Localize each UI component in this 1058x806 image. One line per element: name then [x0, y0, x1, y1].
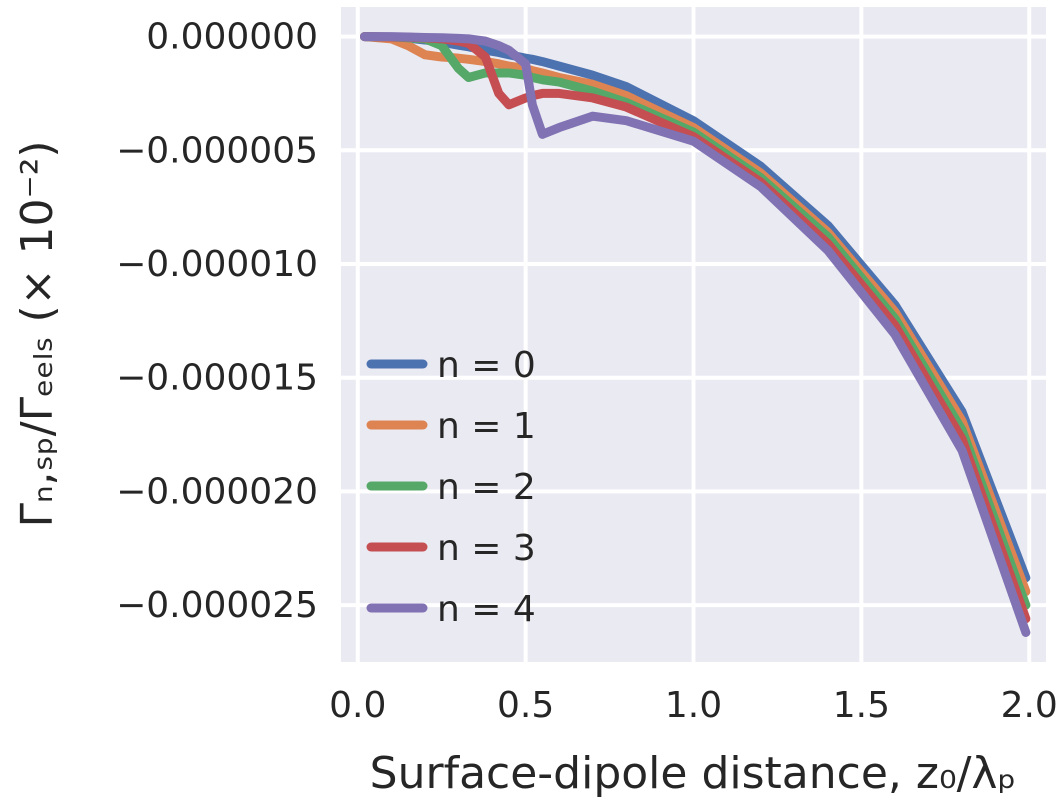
x-tick-label: 1.5	[833, 685, 890, 726]
legend-label: n = 2	[437, 467, 536, 508]
legend-label: n = 1	[437, 406, 536, 447]
legend-label: n = 0	[437, 345, 536, 386]
y-tick-label: 0.000000	[146, 17, 318, 58]
x-tick-label: 2.0	[1001, 685, 1058, 726]
x-tick-label: 1.0	[665, 685, 722, 726]
series-layer	[360, 32, 1031, 637]
legend: n = 0 n = 1 n = 2 n = 3 n = 4	[366, 345, 536, 630]
y-tick-label: −0.000015	[116, 358, 318, 399]
y-tick-label: −0.000005	[116, 130, 318, 171]
y-tick-label: −0.000010	[116, 244, 318, 285]
legend-label: n = 3	[437, 528, 536, 569]
y-tick-label: −0.000020	[116, 471, 318, 512]
series-line-n-4	[360, 32, 1031, 637]
x-axis-label: Surface-dipole distance, z₀/λₚ	[370, 748, 1017, 799]
ticks-layer: 0.0 0.5 1.0 1.5 2.0 0.000000 −0.000005 −0.00001…	[116, 17, 1058, 726]
y-axis-label: Γₙ,ₛₚ/Γₑₑₗₛ (× 10⁻²)	[12, 140, 63, 527]
y-tick-label: −0.000025	[116, 585, 318, 626]
legend-label: n = 4	[437, 589, 536, 630]
x-tick-label: 0.0	[329, 685, 386, 726]
x-tick-label: 0.5	[497, 685, 554, 726]
